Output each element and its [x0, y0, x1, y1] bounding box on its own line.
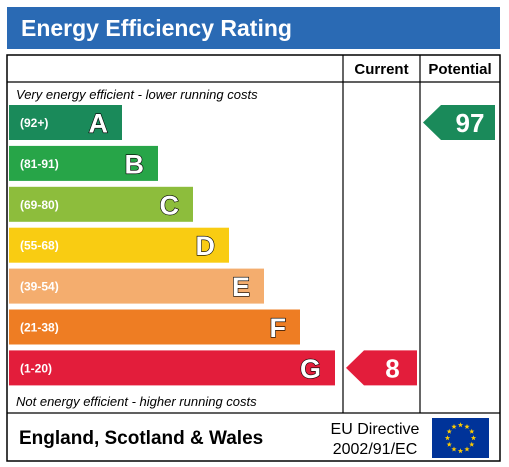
potential-rating-arrow	[423, 105, 495, 140]
band-b-bar	[9, 145, 158, 181]
chart-title: Energy Efficiency Rating	[21, 15, 292, 41]
band-a-letter: A	[89, 109, 109, 139]
band-b-letter: B	[125, 149, 145, 179]
top-note: Very energy efficient - lower running co…	[16, 87, 258, 102]
band-c-range: (69-80)	[20, 198, 59, 212]
rating-markers: 8 97	[346, 105, 495, 386]
title-bar: Energy Efficiency Rating	[7, 7, 500, 49]
potential-header: Potential	[428, 61, 491, 78]
eu-star-icon	[451, 423, 457, 430]
chart-frame	[6, 54, 501, 462]
eu-star-icon	[470, 435, 477, 441]
band-f-bar	[9, 309, 300, 345]
band-a-bar	[9, 105, 122, 140]
band-e-bar	[9, 268, 264, 304]
bottom-note: Not energy efficient - higher running co…	[16, 394, 257, 409]
eu-star-icon	[469, 428, 475, 434]
band-d-bar	[9, 227, 229, 263]
directive-line-1: EU Directive	[331, 421, 420, 438]
eu-star-icon	[469, 441, 475, 447]
eu-star-icon	[446, 428, 452, 434]
eu-flag-icon	[432, 418, 489, 458]
current-rating-value: 8	[385, 353, 399, 383]
band-g-letter: G	[300, 354, 321, 384]
band-b-range: (81-91)	[20, 157, 59, 171]
band-d-letter: D	[196, 231, 216, 261]
rating-bands: (92+) A (81-91) B (69-80) C (55-68) D (39-54) E (2…	[9, 105, 335, 386]
eu-star-icon	[464, 423, 470, 430]
band-e-range: (39-54)	[20, 280, 59, 294]
band-f-letter: F	[270, 313, 287, 343]
band-a-range: (92+)	[20, 116, 48, 130]
eu-star-icon	[451, 446, 457, 452]
eu-star-icon	[444, 435, 451, 441]
current-rating-arrow	[346, 350, 417, 386]
region-label: England, Scotland & Wales	[19, 428, 263, 449]
band-g-range: (1-20)	[20, 361, 52, 375]
band-f-range: (21-38)	[20, 321, 59, 335]
band-c-letter: C	[160, 190, 180, 220]
eu-star-icon	[457, 422, 464, 428]
eu-star-icon	[457, 448, 464, 454]
potential-rating-value: 97	[456, 108, 485, 138]
directive-line-2: 2002/91/EC	[333, 441, 418, 458]
current-header: Current	[354, 61, 408, 78]
eu-star-icon	[464, 446, 470, 452]
band-e-letter: E	[232, 272, 250, 302]
eu-star-icon	[446, 441, 452, 447]
band-g-bar	[9, 350, 335, 386]
band-d-range: (55-68)	[20, 239, 59, 253]
band-c-bar	[9, 186, 193, 222]
